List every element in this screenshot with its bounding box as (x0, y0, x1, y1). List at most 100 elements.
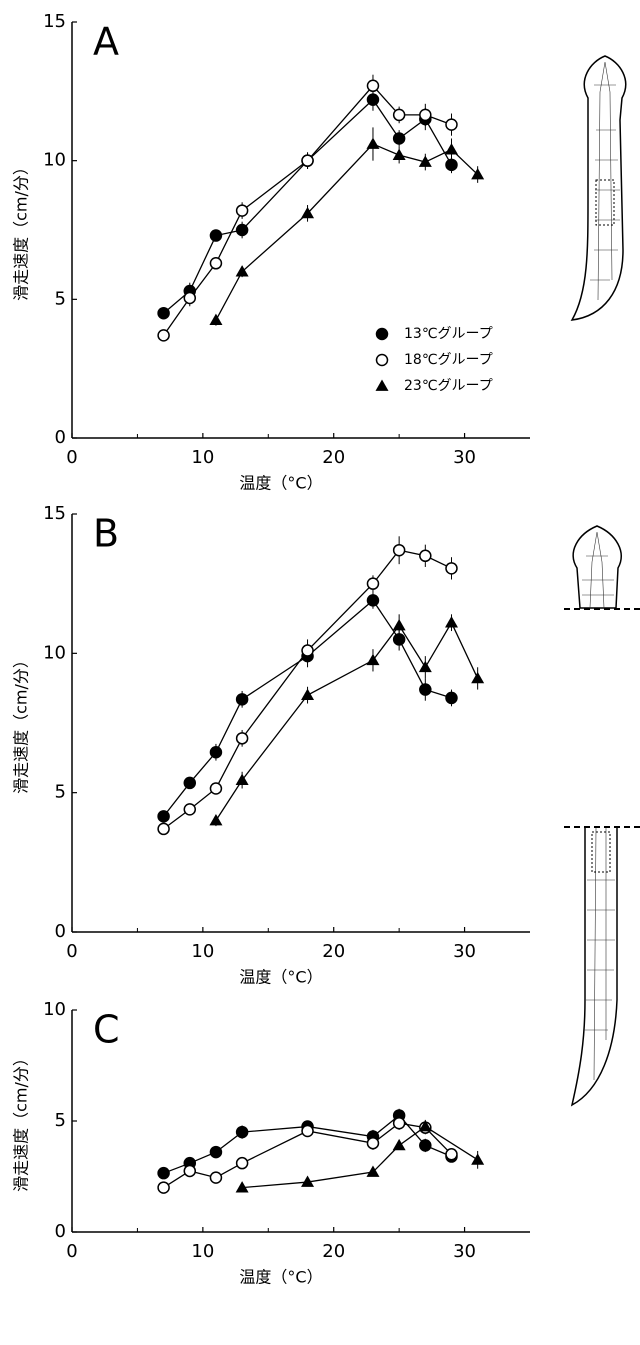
marker (235, 1156, 249, 1170)
marker (235, 223, 249, 237)
panel: 0 5 10 0 10 20 30 C 温度（°C） 滑走速度（cm/分） (12, 999, 530, 1287)
planarian-whole (570, 55, 627, 321)
x-tick-label: 0 (66, 447, 77, 468)
marker (366, 1136, 380, 1150)
marker (445, 158, 458, 172)
y-tick-label: 0 (55, 427, 66, 448)
series-line (163, 599, 452, 817)
x-axis-label: 温度（°C） (239, 968, 322, 987)
marker (366, 79, 380, 93)
marker (392, 148, 406, 160)
y-tick-label: 10 (43, 150, 66, 171)
y-tick-label: 0 (55, 921, 66, 942)
panel-label: A (93, 20, 119, 64)
marker (209, 313, 223, 326)
legend-marker (375, 379, 389, 391)
marker (392, 1116, 406, 1130)
x-tick-label: 20 (322, 447, 345, 468)
marker (366, 1165, 380, 1177)
legend-label: 13℃グループ (404, 326, 493, 342)
x-tick-label: 0 (66, 1241, 77, 1262)
marker (235, 773, 249, 786)
marker (392, 618, 406, 631)
y-tick-label: 5 (55, 782, 66, 803)
marker (301, 1124, 314, 1138)
legend: 13℃グループ 18℃グループ 23℃グループ (375, 326, 493, 394)
marker (157, 810, 170, 823)
marker (445, 691, 458, 705)
panel: 0 5 10 15 0 10 20 30 B 温度（°C） 滑走速度（cm/分） (12, 503, 530, 987)
marker (366, 653, 380, 666)
marker (157, 1181, 170, 1194)
marker (419, 1139, 432, 1152)
x-tick-label: 10 (191, 447, 214, 468)
marker (419, 683, 432, 696)
marker (235, 265, 249, 277)
panel-label: C (93, 1008, 120, 1052)
marker (157, 306, 170, 320)
marker (301, 154, 314, 167)
legend-label: 18℃グループ (404, 352, 493, 368)
x-tick-label: 20 (322, 1241, 345, 1262)
marker (445, 562, 458, 575)
planarian-head (564, 525, 640, 610)
x-tick-label: 30 (453, 447, 476, 468)
marker (183, 776, 197, 790)
x-axis-label: 温度（°C） (239, 474, 322, 493)
marker (419, 108, 432, 122)
y-axis-label: 滑走速度（cm/分） (12, 159, 31, 301)
marker (183, 1164, 197, 1178)
marker (301, 688, 315, 701)
planarian-tail (564, 826, 640, 1107)
x-tick-label: 30 (453, 1241, 476, 1262)
panel: 0 5 10 15 0 10 20 30 A 温度（°C） 滑走速度（cm/分） 13℃グループ 18℃… (12, 11, 530, 493)
series-line (215, 621, 479, 821)
marker (392, 108, 406, 122)
x-tick-label: 10 (191, 1241, 214, 1262)
panel-label: B (93, 512, 119, 556)
marker (183, 291, 197, 305)
marker (209, 1145, 223, 1159)
marker (209, 1171, 223, 1184)
marker (445, 118, 458, 131)
y-axis-label: 滑走速度（cm/分） (12, 1050, 31, 1192)
marker (301, 206, 315, 219)
marker (366, 577, 380, 590)
marker (366, 93, 380, 106)
marker (235, 1125, 249, 1139)
marker (209, 746, 223, 759)
marker (235, 732, 249, 745)
marker (471, 1153, 485, 1165)
x-axis-label: 温度（°C） (239, 1268, 322, 1287)
marker (418, 660, 432, 673)
marker (157, 822, 170, 836)
y-tick-label: 10 (43, 999, 66, 1020)
marker (419, 549, 432, 563)
x-tick-label: 10 (191, 941, 214, 962)
x-tick-label: 30 (453, 941, 476, 962)
marker (235, 693, 249, 706)
y-tick-label: 15 (43, 503, 66, 524)
marker (392, 1138, 406, 1151)
legend-label: 23℃グループ (404, 378, 493, 394)
marker (209, 782, 223, 795)
y-axis-label: 滑走速度（cm/分） (12, 652, 31, 794)
marker (183, 803, 197, 816)
marker (418, 1120, 432, 1132)
marker (444, 143, 458, 155)
y-tick-label: 5 (55, 288, 66, 309)
x-tick-label: 0 (66, 941, 77, 962)
marker (366, 137, 380, 149)
marker (418, 155, 432, 167)
marker (471, 671, 485, 684)
y-tick-label: 15 (43, 11, 66, 32)
marker (235, 1181, 249, 1193)
legend-marker (375, 353, 389, 367)
marker (157, 329, 170, 342)
marker (366, 594, 380, 607)
marker (209, 257, 223, 270)
marker (392, 633, 406, 646)
marker (392, 132, 406, 145)
series-line (215, 143, 479, 321)
